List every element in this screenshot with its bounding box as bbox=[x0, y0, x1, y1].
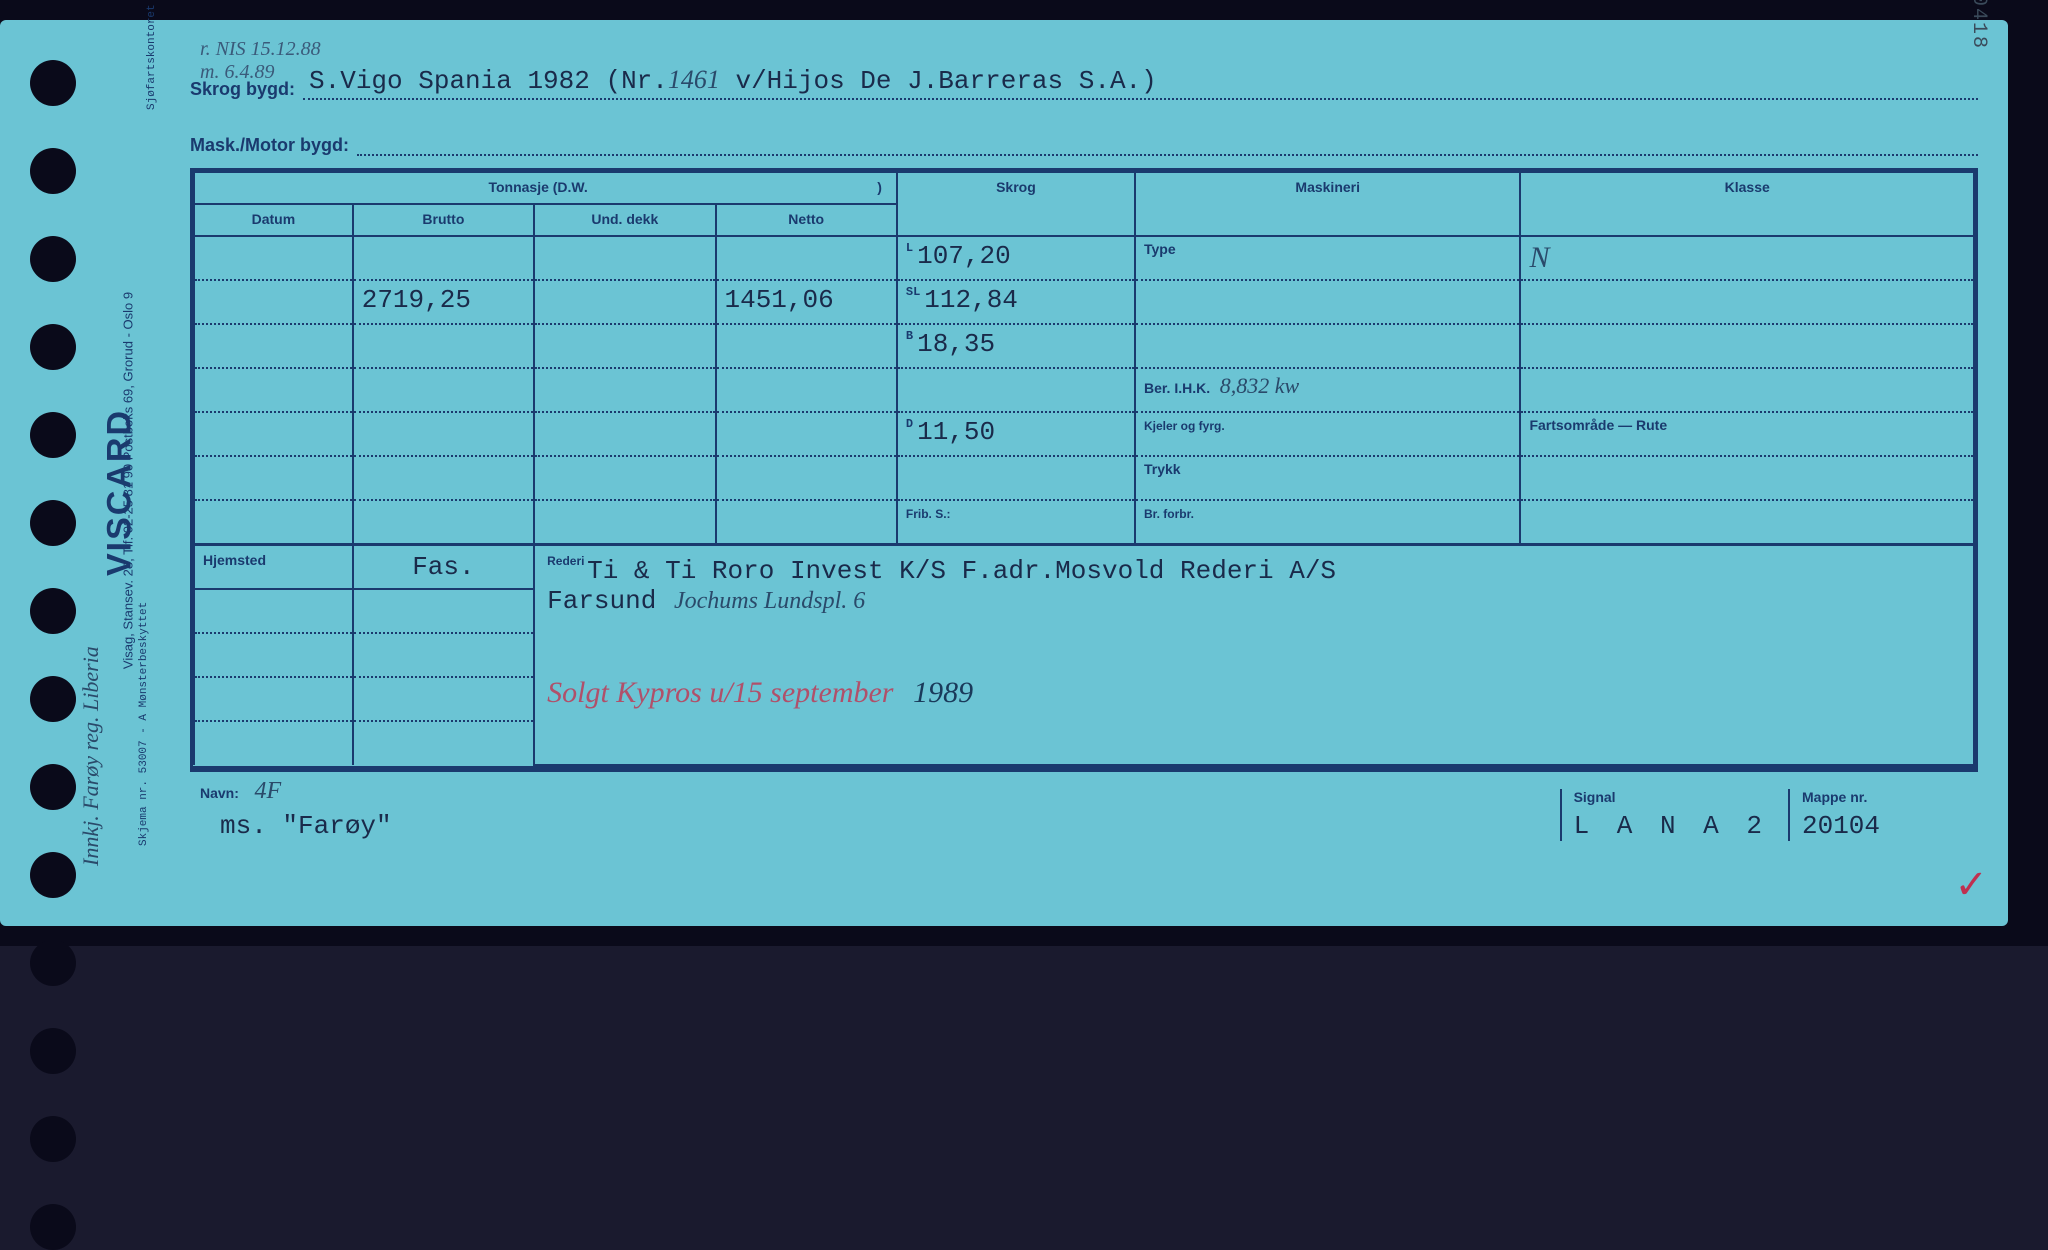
val-rederi1: Ti & Ti Roro Invest K/S F.adr.Mosvold Re… bbox=[587, 556, 1961, 586]
card-id: N00418 bbox=[1967, 0, 1990, 50]
lbl-ber: Ber. I.H.K. bbox=[1144, 380, 1210, 396]
main-grid: Tonnasje (D.W. ) Skrog Maskineri Klasse … bbox=[190, 168, 1978, 769]
hdr-netto: Netto bbox=[788, 211, 824, 227]
bottom-bar: Navn: 4F ms. "Farøy" Signal L A N A 2 Ma… bbox=[190, 769, 1978, 851]
lbl-fart: Fartsområde — Rute bbox=[1529, 417, 1667, 433]
form-area: Skrog bygd: S.Vigo Spania 1982 (Nr.1461 … bbox=[190, 60, 1978, 906]
val-D: 11,50 bbox=[917, 417, 995, 447]
red-checkmark: ✓ bbox=[1954, 861, 1988, 908]
skrog-bygd-value: S.Vigo Spania 1982 (Nr.1461 v/Hijos De J… bbox=[309, 65, 1157, 96]
lbl-frib: Frib. S.: bbox=[906, 507, 951, 521]
skrog-hand-nr: 1461 bbox=[668, 65, 720, 94]
skrog-typed-2: v/Hijos De J.Barreras S.A.) bbox=[720, 66, 1157, 96]
navn-hand: 4F bbox=[255, 778, 282, 804]
val-klasse: N bbox=[1529, 241, 1549, 274]
lbl-hjemsted: Hjemsted bbox=[203, 552, 266, 568]
val-SL: 112,84 bbox=[924, 285, 1018, 315]
lbl-br: Br. forbr. bbox=[1144, 507, 1194, 521]
val-brutto: 2719,25 bbox=[362, 285, 471, 315]
skrog-typed-1: S.Vigo Spania 1982 (Nr. bbox=[309, 66, 668, 96]
hdr-skrog: Skrog bbox=[996, 179, 1036, 195]
sold-hand: Solgt Kypros u/15 september bbox=[547, 676, 893, 709]
lbl-type: Type bbox=[1144, 241, 1176, 257]
val-ber: 8,832 kw bbox=[1220, 373, 1299, 398]
val-mappe: 20104 bbox=[1802, 811, 1968, 841]
val-hjemsted: Fas. bbox=[412, 552, 474, 582]
val-signal: L A N A 2 bbox=[1574, 811, 1768, 841]
punch-holes bbox=[30, 60, 76, 1250]
side-address: Visag, Stansev. 28, Tlf. 02-25 81 90 Pos… bbox=[121, 131, 136, 831]
lbl-rederi: Rederi bbox=[547, 554, 584, 568]
hdr-tonnasje: Tonnasje (D.W. bbox=[488, 179, 587, 195]
val-rederi-hand: Jochums Lundspl. 6 bbox=[674, 588, 865, 614]
index-card: VISCARD Visag, Stansev. 28, Tlf. 02-25 8… bbox=[0, 20, 2008, 926]
lbl-kjeler: Kjeler og fyrg. bbox=[1144, 419, 1225, 433]
handwriting-side: Innkj. Farøy reg. Liberia bbox=[78, 646, 104, 866]
navn-typed: ms. "Farøy" bbox=[220, 811, 1540, 841]
hdr-klasse: Klasse bbox=[1725, 179, 1770, 195]
hdr-datum: Datum bbox=[252, 211, 296, 227]
side-sjofart: Sjøfartskontoret bbox=[146, 4, 158, 110]
side-skjema: Skjema nr. 53007 - A Mønsterbeskyttet bbox=[138, 602, 150, 846]
hdr-unddekk: Und. dekk bbox=[591, 211, 658, 227]
sold-year: 1989 bbox=[913, 676, 973, 709]
hand-top-line1: r. NIS 15.12.88 bbox=[200, 38, 321, 61]
hdr-brutto: Brutto bbox=[422, 211, 464, 227]
val-L: 107,20 bbox=[917, 241, 1011, 271]
val-netto: 1451,06 bbox=[725, 285, 834, 315]
lbl-navn: Navn: bbox=[200, 785, 239, 801]
mask-motor-label: Mask./Motor bygd: bbox=[190, 135, 349, 156]
lbl-mappe: Mappe nr. bbox=[1802, 789, 1968, 805]
val-rederi2: Farsund bbox=[547, 586, 656, 616]
hdr-maskineri: Maskineri bbox=[1295, 179, 1360, 195]
lbl-trykk: Trykk bbox=[1144, 461, 1181, 477]
val-B: 18,35 bbox=[917, 329, 995, 359]
skrog-bygd-label: Skrog bygd: bbox=[190, 79, 295, 100]
lbl-signal: Signal bbox=[1574, 789, 1768, 805]
